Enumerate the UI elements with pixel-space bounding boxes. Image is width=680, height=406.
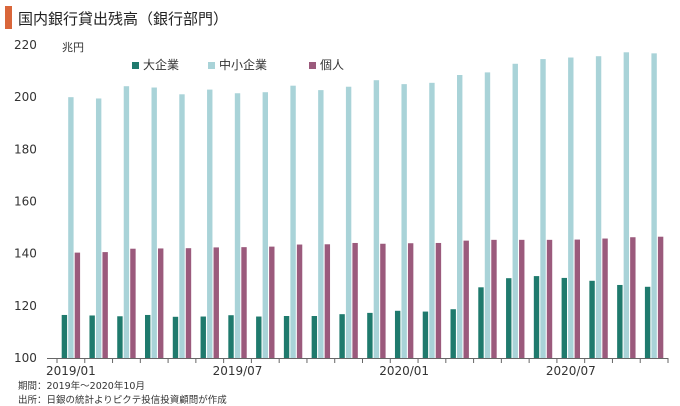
bar-中小企業-2019/09 bbox=[290, 85, 296, 358]
period-note: 期間：2019年～2020年10月 bbox=[18, 381, 145, 392]
legend-swatch-中小企業 bbox=[208, 62, 215, 69]
bar-中小企業-2020/08 bbox=[595, 56, 602, 358]
bar-大企業-2020/03 bbox=[450, 309, 456, 358]
bar-個人-2019/02 bbox=[102, 252, 108, 358]
bar-個人-2019/12 bbox=[380, 243, 386, 358]
bar-大企業-2019/11 bbox=[339, 314, 345, 358]
bar-大企業-2019/12 bbox=[367, 312, 373, 358]
y-tick-label: 180 bbox=[14, 142, 37, 156]
x-tick-label: 2020/07 bbox=[546, 364, 596, 378]
bar-個人-2019/08 bbox=[269, 246, 275, 358]
legend-swatch-大企業 bbox=[132, 62, 139, 69]
bar-大企業-2020/09 bbox=[617, 284, 623, 358]
x-tick-label: 2019/01 bbox=[46, 364, 96, 378]
bar-中小企業-2019/08 bbox=[262, 92, 268, 359]
bar-個人-2020/04 bbox=[491, 239, 497, 358]
bar-中小企業-2020/07 bbox=[568, 57, 574, 359]
bar-中小企業-2020/05 bbox=[512, 63, 518, 358]
bar-個人-2019/09 bbox=[296, 244, 303, 358]
bar-個人-2020/07 bbox=[574, 239, 580, 358]
source-note: 出所：日銀の統計よりピクテ投信投資顧問が作成 bbox=[18, 395, 227, 406]
bar-大企業-2019/07 bbox=[228, 315, 234, 358]
bar-大企業-2019/04 bbox=[145, 314, 151, 358]
bar-大企業-2020/10 bbox=[644, 286, 651, 358]
bar-大企業-2019/09 bbox=[283, 316, 290, 358]
bar-中小企業-2020/09 bbox=[623, 52, 630, 359]
bar-中小企業-2020/03 bbox=[457, 75, 463, 358]
bar-個人-2019/11 bbox=[352, 242, 358, 358]
x-tick-label: 2019/07 bbox=[213, 364, 263, 378]
title-accent-bar bbox=[5, 6, 12, 29]
bar-大企業-2019/06 bbox=[200, 316, 206, 358]
bar-大企業-2019/01 bbox=[61, 314, 68, 358]
bar-個人-2019/06 bbox=[213, 247, 219, 358]
bar-中小企業-2020/02 bbox=[429, 82, 435, 358]
bar-大企業-2019/08 bbox=[256, 316, 262, 358]
bar-大企業-2020/05 bbox=[506, 278, 512, 358]
bar-中小企業-2019/02 bbox=[95, 98, 102, 358]
bar-大企業-2019/03 bbox=[117, 316, 123, 358]
bar-中小企業-2019/04 bbox=[151, 87, 157, 359]
bar-中小企業-2019/01 bbox=[68, 97, 74, 359]
bar-中小企業-2019/12 bbox=[373, 80, 380, 359]
bar-個人-2019/10 bbox=[324, 244, 331, 358]
bar-大企業-2019/10 bbox=[311, 316, 318, 358]
bar-個人-2020/05 bbox=[519, 239, 525, 358]
bar-中小企業-2019/05 bbox=[179, 94, 185, 359]
bar-中小企業-2020/10 bbox=[651, 53, 657, 358]
y-tick-label: 200 bbox=[14, 90, 37, 104]
bar-中小企業-2019/10 bbox=[318, 90, 324, 359]
bar-中小企業-2020/04 bbox=[484, 72, 491, 358]
bar-大企業-2019/05 bbox=[172, 316, 179, 358]
bar-個人-2019/03 bbox=[130, 248, 136, 358]
bar-個人-2019/01 bbox=[74, 252, 81, 358]
bar-個人-2020/03 bbox=[463, 240, 469, 359]
bar-大企業-2020/06 bbox=[533, 276, 540, 358]
bar-大企業-2020/04 bbox=[478, 287, 484, 358]
y-tick-label: 120 bbox=[14, 299, 37, 313]
y-tick-label: 140 bbox=[14, 247, 37, 261]
bar-個人-2020/10 bbox=[657, 236, 664, 358]
bar-大企業-2020/01 bbox=[394, 310, 401, 358]
bar-個人-2020/08 bbox=[602, 238, 608, 358]
y-axis-unit-label: 兆円 bbox=[62, 41, 84, 54]
y-tick-label: 160 bbox=[14, 195, 37, 209]
legend-label-個人: 個人 bbox=[320, 58, 344, 72]
bar-個人-2019/07 bbox=[241, 247, 247, 358]
y-tick-label: 100 bbox=[14, 351, 37, 365]
legend-label-中小企業: 中小企業 bbox=[219, 57, 267, 72]
bar-大企業-2020/08 bbox=[589, 280, 595, 358]
bar-大企業-2020/02 bbox=[422, 311, 429, 358]
bar-個人-2020/06 bbox=[546, 239, 553, 358]
bar-中小企業-2020/01 bbox=[401, 84, 407, 359]
bar-中小企業-2019/07 bbox=[234, 93, 241, 358]
bar-中小企業-2019/03 bbox=[123, 86, 130, 359]
bar-大企業-2020/07 bbox=[561, 277, 567, 358]
x-tick-label: 2020/01 bbox=[379, 364, 429, 378]
bar-個人-2019/04 bbox=[158, 248, 164, 358]
bar-中小企業-2019/06 bbox=[207, 89, 213, 358]
bar-個人-2020/01 bbox=[407, 243, 414, 358]
bar-大企業-2019/02 bbox=[89, 315, 95, 358]
legend-swatch-個人 bbox=[309, 62, 316, 69]
bar-個人-2020/09 bbox=[630, 237, 636, 358]
legend-label-大企業: 大企業 bbox=[143, 57, 179, 72]
bar-個人-2019/05 bbox=[185, 248, 192, 358]
bar-中小企業-2020/06 bbox=[540, 59, 546, 359]
y-tick-label: 220 bbox=[14, 38, 37, 52]
chart-title: 国内銀行貸出残高（銀行部門） bbox=[18, 10, 229, 28]
bar-個人-2020/02 bbox=[435, 242, 442, 358]
bar-中小企業-2019/11 bbox=[345, 86, 352, 358]
